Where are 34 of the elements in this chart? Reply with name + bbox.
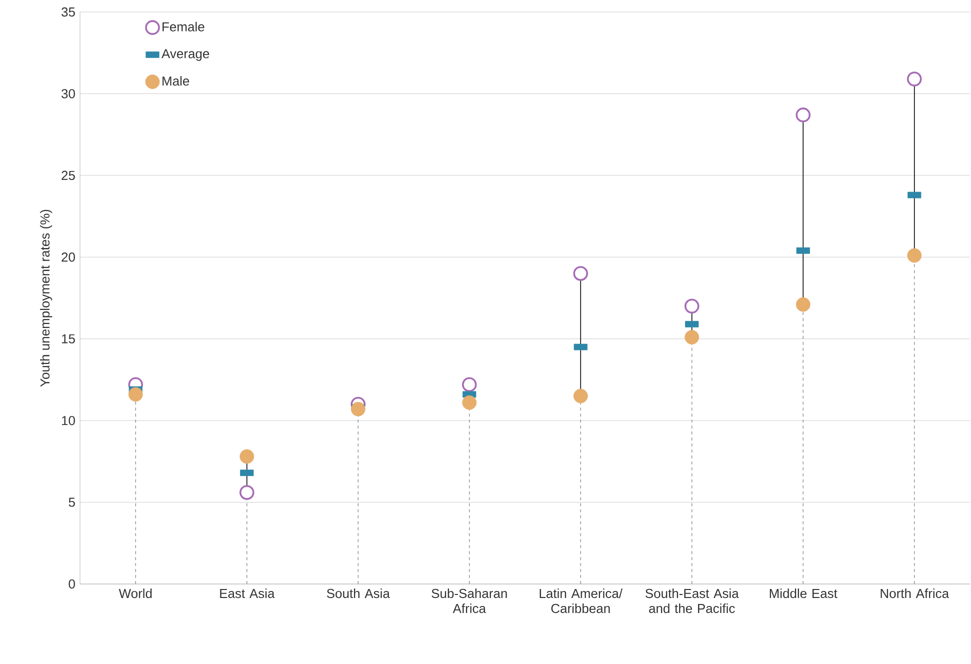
x-tick-label: South-East Asia and the Pacific	[646, 588, 739, 614]
y-tick-label: 30	[62, 89, 75, 98]
point	[906, 72, 922, 86]
point	[796, 297, 810, 312]
point	[462, 395, 477, 410]
point	[573, 266, 588, 281]
x-tick-label: North Africa	[880, 588, 950, 598]
point	[128, 387, 143, 402]
point	[684, 298, 700, 314]
y-tick-label: 10	[62, 416, 75, 426]
point	[462, 377, 477, 392]
point	[239, 485, 254, 500]
point	[350, 402, 366, 416]
legend-label: Average	[162, 49, 210, 61]
point	[796, 108, 811, 122]
x-tick-label: East Asia	[220, 588, 275, 598]
legend-label: Male	[162, 76, 190, 86]
y-tick-label: 35	[62, 7, 75, 17]
x-tick-label: Latin America/ Caribbean	[540, 588, 623, 614]
x-tick-label: South Asia	[326, 588, 390, 598]
y-tick-label: 15	[62, 334, 75, 344]
y-tick-label: 5	[68, 498, 75, 507]
x-tick-label: World	[118, 588, 152, 598]
x-tick-label: Sub-Saharan Africa	[432, 588, 507, 614]
point	[907, 248, 922, 263]
legend-label: Female	[162, 22, 204, 32]
y-tick-label: 25	[62, 170, 75, 180]
point	[684, 330, 700, 344]
y-tick-label: 0	[68, 579, 75, 589]
y-tick-label: 20	[62, 252, 75, 262]
x-tick-label: Middle East	[770, 588, 838, 598]
point	[240, 449, 254, 464]
y-axis-title: Youth unemployment rates (%)	[40, 210, 52, 387]
point	[573, 388, 588, 404]
